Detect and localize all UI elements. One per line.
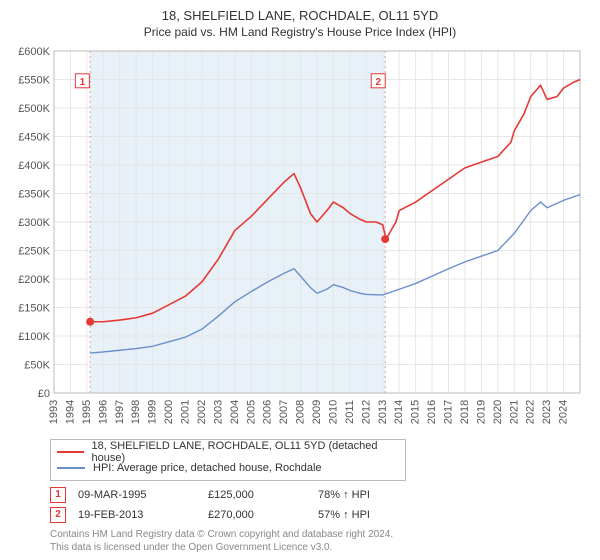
sale-price: £270,000: [208, 509, 318, 521]
sale-date: 09-MAR-1995: [78, 489, 208, 501]
svg-text:2000: 2000: [163, 400, 175, 424]
svg-text:2021: 2021: [508, 400, 520, 424]
svg-text:2012: 2012: [360, 400, 372, 424]
footer-line: Contains HM Land Registry data © Crown c…: [50, 529, 590, 542]
svg-text:1997: 1997: [114, 400, 126, 424]
svg-text:2002: 2002: [196, 400, 208, 424]
sale-date: 19-FEB-2013: [78, 509, 208, 521]
svg-text:1994: 1994: [64, 400, 76, 424]
svg-text:£400K: £400K: [18, 160, 50, 172]
footer-line: This data is licensed under the Open Gov…: [50, 542, 590, 555]
svg-text:£50K: £50K: [24, 360, 50, 372]
sale-marker: 2: [50, 507, 66, 523]
svg-text:2006: 2006: [262, 400, 274, 424]
svg-text:1999: 1999: [147, 400, 159, 424]
sale-hpi: 57% ↑ HPI: [318, 509, 438, 521]
svg-text:£450K: £450K: [18, 132, 50, 144]
svg-text:£550K: £550K: [18, 75, 50, 87]
svg-text:2005: 2005: [245, 400, 257, 424]
sale-hpi: 78% ↑ HPI: [318, 489, 438, 501]
svg-text:2003: 2003: [212, 400, 224, 424]
svg-text:2: 2: [375, 77, 381, 88]
svg-text:2011: 2011: [344, 400, 356, 424]
svg-text:2015: 2015: [410, 400, 422, 424]
svg-text:2019: 2019: [475, 400, 487, 424]
svg-text:2007: 2007: [278, 400, 290, 424]
svg-text:1: 1: [80, 77, 86, 88]
svg-text:£100K: £100K: [18, 331, 50, 343]
svg-text:2017: 2017: [443, 400, 455, 424]
svg-text:2010: 2010: [327, 400, 339, 424]
legend-label: HPI: Average price, detached house, Roch…: [93, 462, 322, 474]
svg-text:2009: 2009: [311, 400, 323, 424]
legend-label: 18, SHELFIELD LANE, ROCHDALE, OL11 5YD (…: [92, 440, 397, 464]
svg-text:1995: 1995: [81, 400, 93, 424]
svg-text:£600K: £600K: [18, 46, 50, 58]
sale-price: £125,000: [208, 489, 318, 501]
chart-title: 18, SHELFIELD LANE, ROCHDALE, OL11 5YD: [10, 8, 590, 23]
svg-text:£250K: £250K: [18, 246, 50, 258]
legend-swatch: [57, 451, 84, 453]
svg-text:£350K: £350K: [18, 189, 50, 201]
svg-text:£200K: £200K: [18, 274, 50, 286]
svg-text:1993: 1993: [48, 400, 60, 424]
svg-text:1996: 1996: [97, 400, 109, 424]
legend-swatch: [57, 467, 85, 469]
svg-text:2001: 2001: [180, 400, 192, 424]
legend: 18, SHELFIELD LANE, ROCHDALE, OL11 5YD (…: [50, 439, 406, 481]
sale-marker: 1: [50, 487, 66, 503]
svg-text:£500K: £500K: [18, 103, 50, 115]
svg-text:2013: 2013: [377, 400, 389, 424]
svg-text:2008: 2008: [295, 400, 307, 424]
svg-text:2014: 2014: [393, 400, 405, 424]
sales-list: 1 09-MAR-1995£125,00078% ↑ HPI 2 19-FEB-201…: [10, 487, 590, 523]
footer-text: Contains HM Land Registry data © Crown c…: [50, 529, 590, 554]
chart-subtitle: Price paid vs. HM Land Registry's House …: [10, 25, 590, 39]
page-root: 18, SHELFIELD LANE, ROCHDALE, OL11 5YD P…: [0, 0, 600, 560]
svg-text:2024: 2024: [558, 400, 570, 424]
svg-text:2020: 2020: [492, 400, 504, 424]
chart-container: £0 £50K £100K £150K £200K £250K £300K £350K £400…: [10, 43, 590, 433]
sale-row: 1 09-MAR-1995£125,00078% ↑ HPI: [50, 487, 590, 503]
svg-text:£300K: £300K: [18, 217, 50, 229]
svg-text:2016: 2016: [426, 400, 438, 424]
legend-item: 18, SHELFIELD LANE, ROCHDALE, OL11 5YD (…: [57, 444, 397, 460]
svg-text:2018: 2018: [459, 400, 471, 424]
svg-text:2004: 2004: [229, 400, 241, 424]
sale-row: 2 19-FEB-2013£270,00057% ↑ HPI: [50, 507, 590, 523]
svg-text:2023: 2023: [541, 400, 553, 424]
svg-text:1998: 1998: [130, 400, 142, 424]
svg-text:£0: £0: [38, 388, 50, 400]
svg-text:2022: 2022: [525, 400, 537, 424]
chart-svg: £0 £50K £100K £150K £200K £250K £300K £350K £400…: [10, 43, 590, 433]
svg-text:£150K: £150K: [18, 303, 50, 315]
